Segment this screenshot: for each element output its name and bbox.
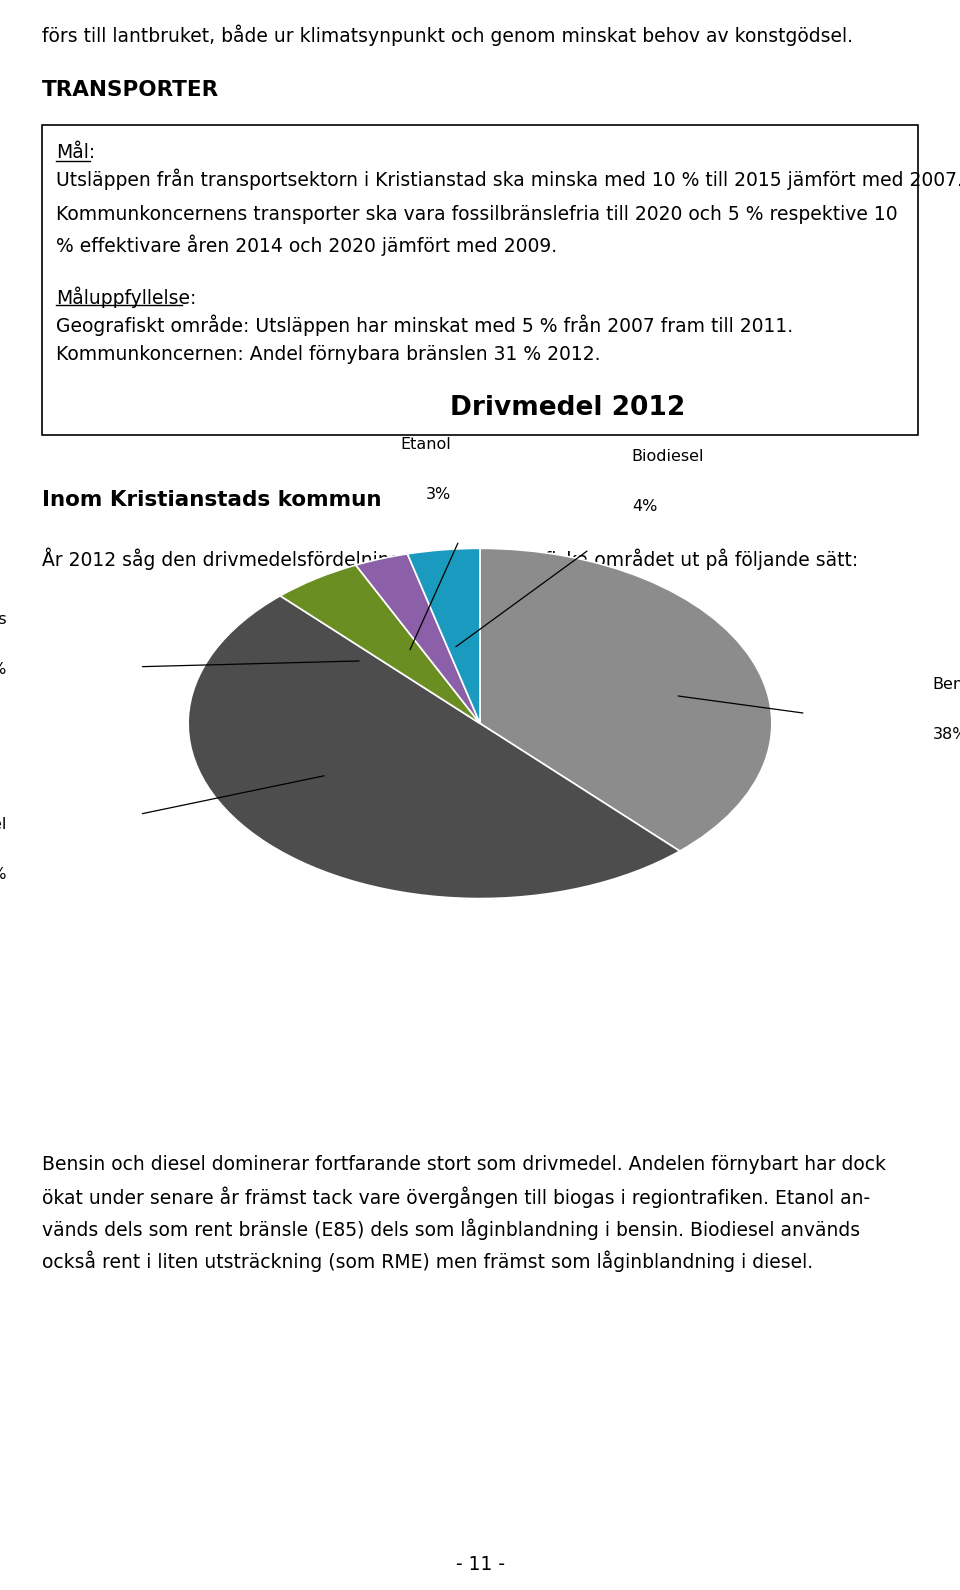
Text: TRANSPORTER: TRANSPORTER <box>42 80 219 100</box>
Text: Utsläppen från transportsektorn i Kristianstad ska minska med 10 % till 2015 jäm: Utsläppen från transportsektorn i Kristi… <box>56 169 960 191</box>
Text: Biodiesel: Biodiesel <box>632 450 705 464</box>
Text: Måluppfyllelse:: Måluppfyllelse: <box>56 288 197 308</box>
Text: Bensin och diesel dominerar fortfarande stort som drivmedel. Andelen förnybart h: Bensin och diesel dominerar fortfarande … <box>42 1154 886 1173</box>
Text: Geografiskt område: Utsläppen har minskat med 5 % från 2007 fram till 2011.: Geografiskt område: Utsläppen har minska… <box>56 315 793 337</box>
Text: - 11 -: - 11 - <box>455 1555 505 1574</box>
Text: Mål:: Mål: <box>56 143 95 162</box>
Text: också rent i liten utsträckning (som RME) men främst som låginblandning i diesel: också rent i liten utsträckning (som RME… <box>42 1251 813 1272</box>
FancyBboxPatch shape <box>42 126 918 436</box>
Text: förs till lantbruket, både ur klimatsynpunkt och genom minskat behov av konstgöd: förs till lantbruket, både ur klimatsynp… <box>42 25 853 46</box>
Text: % effektivare åren 2014 och 2020 jämfört med 2009.: % effektivare åren 2014 och 2020 jämfört… <box>56 235 557 256</box>
Text: ökat under senare år främst tack vare övergången till biogas i regiontrafiken. E: ökat under senare år främst tack vare öv… <box>42 1188 870 1208</box>
Text: År 2012 såg den drivmedelsfördelningen i det geografiska området ut på följande : År 2012 såg den drivmedelsfördelningen i… <box>42 549 858 571</box>
Text: Inom Kristianstads kommun: Inom Kristianstads kommun <box>42 490 381 510</box>
Text: 4%: 4% <box>632 499 658 514</box>
Wedge shape <box>480 549 772 851</box>
Wedge shape <box>407 549 480 723</box>
Text: vänds dels som rent bränsle (E85) dels som låginblandning i bensin. Biodiesel an: vänds dels som rent bränsle (E85) dels s… <box>42 1220 860 1240</box>
Text: 5%: 5% <box>0 661 8 677</box>
Text: 38%: 38% <box>932 727 960 743</box>
Text: 50%: 50% <box>0 867 8 882</box>
Wedge shape <box>188 596 680 898</box>
Text: 3%: 3% <box>425 487 451 502</box>
Text: Drivmedel 2012: Drivmedel 2012 <box>450 396 685 421</box>
Text: Bensin: Bensin <box>932 677 960 692</box>
Wedge shape <box>356 553 480 723</box>
Text: Kommunkoncernens transporter ska vara fossilbränslefria till 2020 och 5 % respek: Kommunkoncernens transporter ska vara fo… <box>56 205 898 224</box>
Text: Kommunkoncernen: Andel förnybara bränslen 31 % 2012.: Kommunkoncernen: Andel förnybara bränsle… <box>56 345 601 364</box>
Text: Biogas: Biogas <box>0 612 8 626</box>
Wedge shape <box>280 564 480 723</box>
Text: Diesel: Diesel <box>0 817 8 832</box>
Text: Etanol: Etanol <box>400 437 451 452</box>
